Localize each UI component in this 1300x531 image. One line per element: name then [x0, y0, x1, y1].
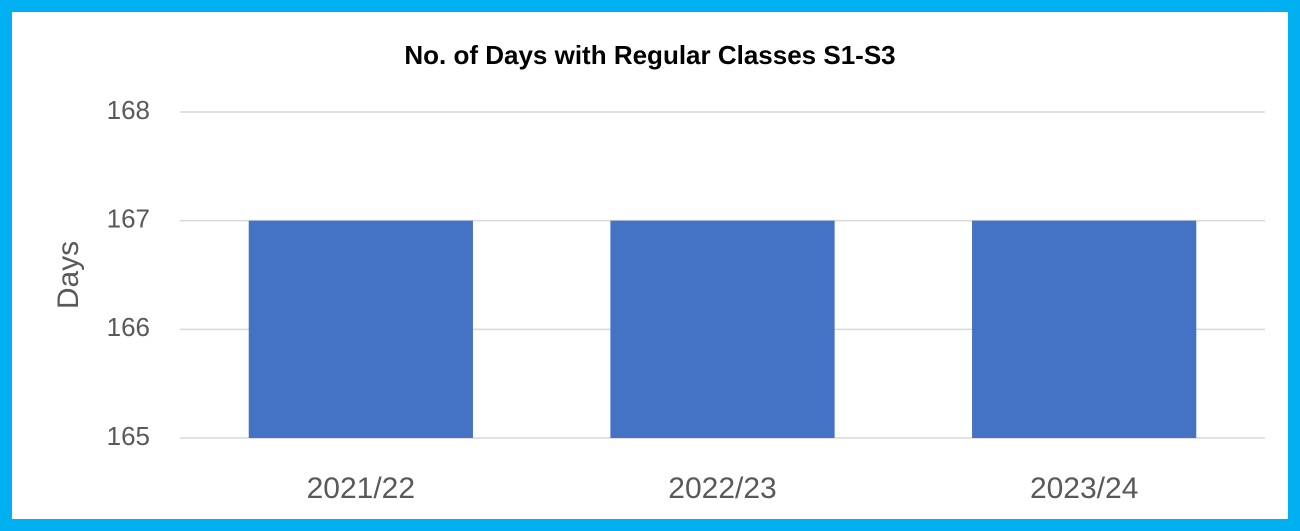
x-tick-label: 2021/22	[307, 472, 415, 505]
x-tick-label: 2023/24	[1030, 472, 1138, 505]
y-axis-label: Days	[52, 241, 85, 309]
bar	[972, 220, 1197, 438]
bar	[248, 220, 473, 438]
bar	[610, 220, 835, 438]
y-tick-label: 168	[107, 95, 150, 125]
chart-title: No. of Days with Regular Classes S1-S3	[404, 40, 895, 70]
y-tick-label: 165	[107, 421, 150, 451]
x-tick-label: 2022/23	[668, 472, 776, 505]
y-tick-label: 166	[107, 312, 150, 342]
y-tick-label: 167	[107, 204, 150, 234]
